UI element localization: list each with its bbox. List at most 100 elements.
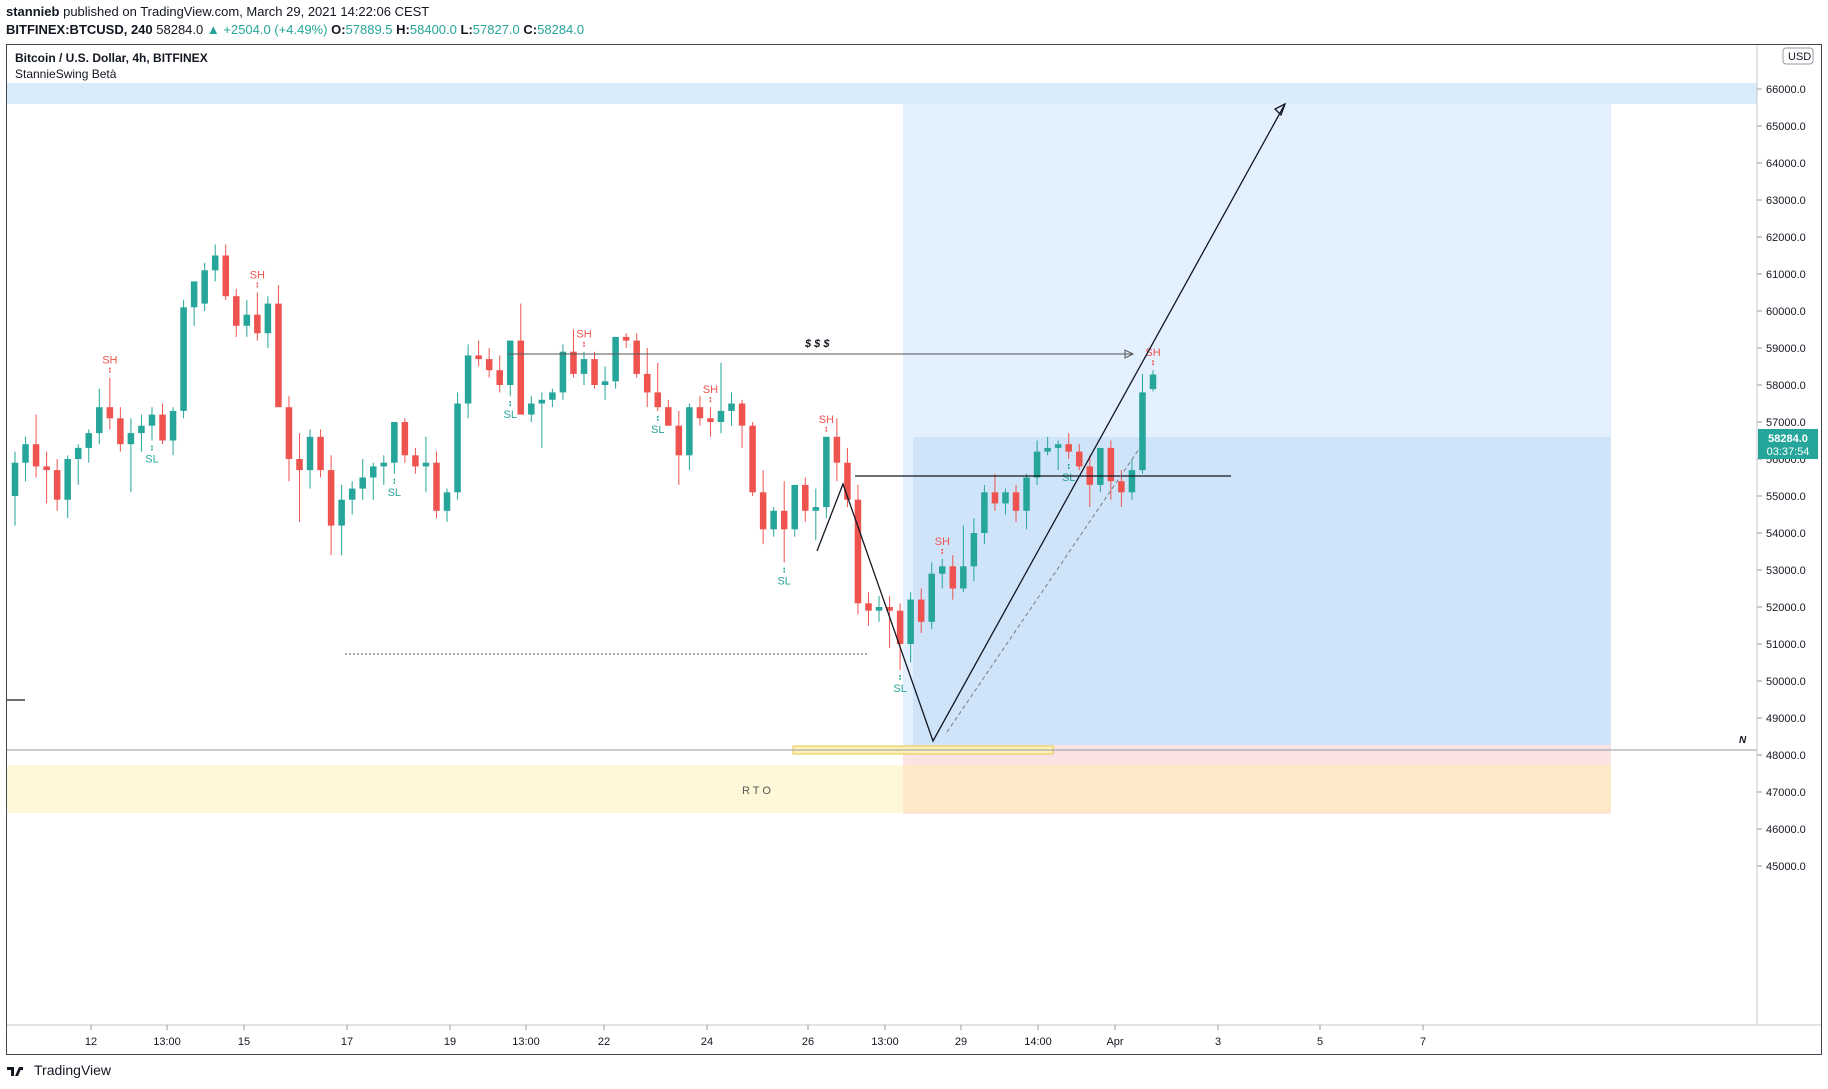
- candle-body: [1033, 451, 1041, 478]
- candle-body: [528, 403, 535, 415]
- x-tick-label: 15: [238, 1036, 250, 1048]
- chart-title: Bitcoin / U.S. Dollar, 4h, BITFINEX: [15, 51, 208, 65]
- candle-body: [928, 573, 935, 622]
- candle-body: [622, 336, 630, 341]
- y-tick-label: 55000.0: [1766, 491, 1806, 503]
- author-name[interactable]: stannieb: [6, 4, 60, 19]
- candle-body: [433, 462, 440, 511]
- chart-frame[interactable]: SH SL SH SL SL SH SL SH SL SH SL SH SL SH $ $ $ N R T…: [6, 44, 1822, 1055]
- candle-body: [43, 466, 50, 471]
- x-tick-label: 3: [1215, 1036, 1221, 1048]
- liquidity-arrowhead: [1124, 349, 1135, 359]
- ohlc-legend: BITFINEX:BTCUSD, 240 58284.0 ▲ +2504.0 (…: [6, 22, 584, 38]
- x-tick-label: 7: [1420, 1036, 1426, 1048]
- candle-body: [665, 407, 672, 426]
- x-tick-label: 17: [341, 1036, 353, 1048]
- candle-body: [749, 425, 756, 493]
- candle-body: [74, 447, 82, 459]
- y-tick-label: 59000.0: [1766, 343, 1806, 355]
- candle-body: [506, 340, 514, 385]
- price-axis[interactable]: 45000.0 46000.0 47000.0 48000.0 49000.0 50000…: [1757, 84, 1806, 873]
- candle-body: [802, 484, 809, 511]
- candle-body: [643, 373, 651, 393]
- candle-body: [190, 281, 198, 308]
- y-tick-label: 54000.0: [1766, 528, 1806, 540]
- candle-body: [222, 255, 230, 297]
- y-tick-label: 45000.0: [1766, 861, 1806, 873]
- y-tick-label: 48000.0: [1766, 750, 1806, 762]
- indicator-name: StannieSwing Betà: [15, 67, 117, 81]
- candle-body: [306, 436, 314, 471]
- candle-body: [517, 340, 525, 415]
- candle-body: [1107, 447, 1115, 482]
- candle-body: [654, 392, 662, 408]
- candle-body: [738, 403, 746, 426]
- swing-high-label: SH: [703, 384, 718, 396]
- publish-info: published on TradingView.com, March 29, …: [63, 4, 430, 19]
- y-tick-label: 62000.0: [1766, 232, 1806, 244]
- last-price-countdown: 03:37:54: [1767, 446, 1810, 458]
- y-tick-label: 52000.0: [1766, 602, 1806, 614]
- symbol-label: BITFINEX:BTCUSD, 240: [6, 22, 153, 37]
- candle-body: [970, 533, 978, 567]
- y-tick-label: 64000.0: [1766, 158, 1806, 170]
- candle-body: [1012, 492, 1020, 511]
- y-tick-label: 47000.0: [1766, 787, 1806, 799]
- y-tick-label: 49000.0: [1766, 713, 1806, 725]
- swing-low-label: SL: [651, 424, 664, 436]
- swing-high-label: SH: [935, 536, 950, 548]
- candle-body: [854, 499, 862, 604]
- candle-body: [317, 436, 324, 471]
- candle-body: [369, 466, 377, 478]
- close-label: C:: [523, 22, 538, 37]
- candle-body: [53, 470, 61, 500]
- y-tick-label: 50000.0: [1766, 676, 1806, 688]
- y-tick-label: 65000.0: [1766, 121, 1806, 133]
- y-tick-label: 53000.0: [1766, 565, 1806, 577]
- candle-body: [359, 477, 366, 489]
- y-tick-label: 60000.0: [1766, 306, 1806, 318]
- x-tick-label: 12: [85, 1036, 97, 1048]
- candle-body: [169, 410, 177, 441]
- close-value: 58284.0: [537, 22, 585, 37]
- candle-body: [896, 610, 904, 644]
- candle-body: [759, 492, 767, 530]
- candle-body: [844, 462, 851, 500]
- candle-body: [180, 307, 187, 411]
- swing-high-label: SH: [250, 270, 265, 282]
- swing-low-label: SL: [893, 683, 906, 695]
- candle-body: [791, 484, 799, 530]
- candle-body: [833, 436, 841, 463]
- open-label: O:: [331, 22, 346, 37]
- high-label: H:: [396, 22, 410, 37]
- projection-path: [816, 103, 1286, 743]
- rto-overlap-zone: [903, 765, 1611, 813]
- long-position-zone: [913, 437, 1611, 789]
- candle-body: [201, 270, 208, 304]
- y-tick-label: 61000.0: [1766, 269, 1806, 281]
- candle-body: [696, 407, 704, 419]
- x-tick-label: 22: [598, 1036, 610, 1048]
- low-value: 57827.0: [472, 22, 520, 37]
- candle-body: [412, 455, 419, 467]
- tradingview-footer[interactable]: TradingView: [6, 1062, 111, 1078]
- top-target-zone: [7, 83, 1757, 104]
- tradingview-logo-icon: [7, 1067, 23, 1076]
- publish-header: stannieb published on TradingView.com, M…: [6, 4, 429, 20]
- swing-low-label: SL: [145, 454, 158, 466]
- candle-body: [949, 566, 957, 589]
- candle-body: [580, 359, 588, 374]
- candle-body: [22, 444, 29, 463]
- x-tick-label: 24: [701, 1036, 713, 1048]
- rto-label: R T O: [742, 785, 771, 797]
- x-tick-label: 13:00: [512, 1036, 540, 1048]
- candle-body: [538, 399, 546, 404]
- candle-body: [485, 359, 493, 371]
- time-axis[interactable]: 12 13:00 15 17 19 13:00 22 24 26 13:00 29 14:00 Apr 3…: [85, 1025, 1426, 1048]
- low-label: L:: [460, 22, 473, 37]
- candle-body: [938, 566, 946, 574]
- candle-body: [348, 488, 356, 500]
- trend-dashed-line: [946, 448, 1140, 733]
- currency-badge[interactable]: [1782, 47, 1814, 65]
